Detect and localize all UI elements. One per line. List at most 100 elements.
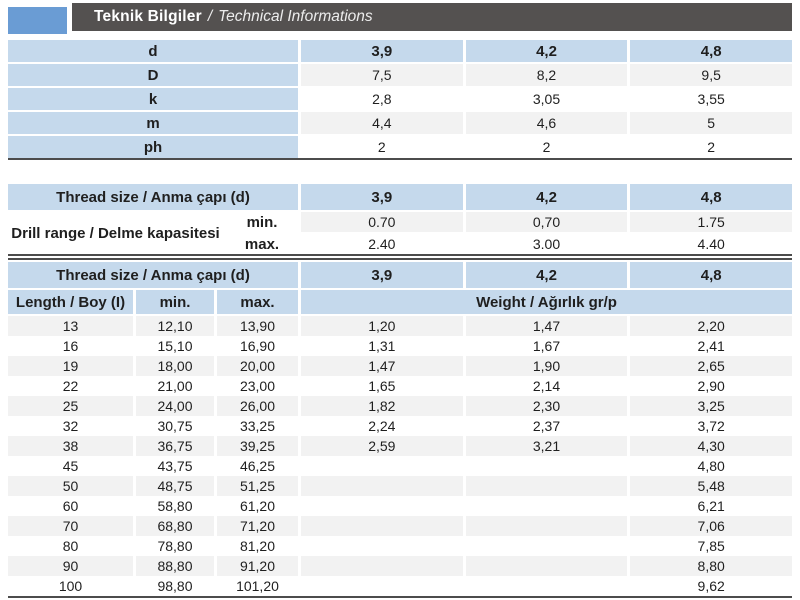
drill-range-table: Thread size / Anma çapı (d) 3,9 4,2 4,8 … [8,184,792,254]
dim-value-cell: 4,6 [465,112,628,134]
weight-cell: 8,80 [630,556,792,576]
max-cell: 91,20 [217,556,298,576]
weight-cell [465,576,628,596]
min-cell: 78,80 [136,536,214,556]
dim-value-cell: 3,9 [301,40,463,62]
max-cell: 51,25 [217,476,298,496]
weight-col-header: Weight / Ağırlık gr/p [301,290,792,314]
dim-value-cell: 2 [301,136,463,158]
weight-cell [301,516,463,536]
dim-value-cell: 4,8 [630,40,792,62]
weight-cell: 6,21 [630,496,792,516]
dim-value-cell: 9,5 [630,64,792,86]
weight-cell [301,456,463,476]
length-col-header: Length / Boy (I) [8,290,133,314]
weight-cell [465,556,628,576]
drill-min-value: 0.70 [301,212,463,232]
weight-cell: 4,30 [630,436,792,456]
max-cell: 101,20 [217,576,298,596]
dim-value-cell: 2 [465,136,628,158]
dim-row-label: D [8,64,298,86]
weight-cell: 1,31 [301,336,463,356]
weight-cell: 2,14 [465,376,628,396]
min-cell: 21,00 [136,376,214,396]
weight-cell: 3,25 [630,396,792,416]
min-cell: 68,80 [136,516,214,536]
dim-value-cell: 4,4 [301,112,463,134]
length-cell: 90 [8,556,133,576]
weight-cell: 1,67 [465,336,628,356]
weight-cell: 2,24 [301,416,463,436]
min-cell: 15,10 [136,336,214,356]
dim-row-label: m [8,112,298,134]
weight-cell [301,496,463,516]
max-cell: 39,25 [217,436,298,456]
max-cell: 16,90 [217,336,298,356]
weight-cell [301,536,463,556]
weight-cell [465,496,628,516]
length-cell: 50 [8,476,133,496]
min-cell: 48,75 [136,476,214,496]
dim-row-label: ph [8,136,298,158]
page-subtitle: Technical Informations [218,8,373,25]
dim-row-label: k [8,88,298,110]
table-divider [8,158,792,160]
max-cell: 26,00 [217,396,298,416]
weight-cell [465,456,628,476]
dim-value-cell: 3,55 [630,88,792,110]
min-cell: 58,80 [136,496,214,516]
min-cell: 18,00 [136,356,214,376]
length-cell: 60 [8,496,133,516]
max-cell: 81,20 [217,536,298,556]
max-cell: 13,90 [217,316,298,336]
weight-cell: 2,30 [465,396,628,416]
weight-cell: 1,47 [301,356,463,376]
length-table-body: 13 12,10 13,90 1,20 1,47 2,20 16 15,10 16,90 1,31… [8,316,792,596]
max-label: max. [226,234,298,254]
drill-range-label: Drill range / Delme kapasitesi [8,212,223,254]
min-label: min. [226,212,298,232]
title-bar: Teknik Bilgiler / Technical Informations [8,3,792,36]
max-cell: 20,00 [217,356,298,376]
dim-value-cell: 4,2 [465,40,628,62]
max-cell: 61,20 [217,496,298,516]
min-col-header: min. [136,290,214,314]
thread-size-value: 3,9 [301,262,463,288]
thread-size-value: 4,8 [630,262,792,288]
min-cell: 43,75 [136,456,214,476]
max-cell: 46,25 [217,456,298,476]
drill-min-value: 1.75 [630,212,792,232]
weight-cell: 4,80 [630,456,792,476]
length-cell: 22 [8,376,133,396]
min-cell: 12,10 [136,316,214,336]
length-cell: 100 [8,576,133,596]
weight-cell [465,516,628,536]
dim-value-cell: 2 [630,136,792,158]
thread-size-value: 4,8 [630,184,792,210]
length-cell: 80 [8,536,133,556]
weight-cell [465,536,628,556]
thread-size-header: Thread size / Anma çapı (d) [8,184,298,210]
length-table-header: Thread size / Anma çapı (d) 3,9 4,2 4,8 … [8,262,792,314]
drill-max-value: 2.40 [301,234,463,254]
weight-cell: 9,62 [630,576,792,596]
weight-cell: 2,59 [301,436,463,456]
min-cell: 98,80 [136,576,214,596]
dim-value-cell: 7,5 [301,64,463,86]
max-cell: 23,00 [217,376,298,396]
thread-size-header: Thread size / Anma çapı (d) [8,262,298,288]
dim-value-cell: 2,8 [301,88,463,110]
weight-cell: 2,90 [630,376,792,396]
weight-cell [465,476,628,496]
weight-cell [301,556,463,576]
max-cell: 33,25 [217,416,298,436]
length-cell: 19 [8,356,133,376]
title-bar-background: Teknik Bilgiler / Technical Informations [72,3,792,31]
weight-cell: 2,20 [630,316,792,336]
weight-cell: 2,37 [465,416,628,436]
max-cell: 71,20 [217,516,298,536]
table-divider [8,258,792,260]
weight-cell: 5,48 [630,476,792,496]
length-cell: 45 [8,456,133,476]
